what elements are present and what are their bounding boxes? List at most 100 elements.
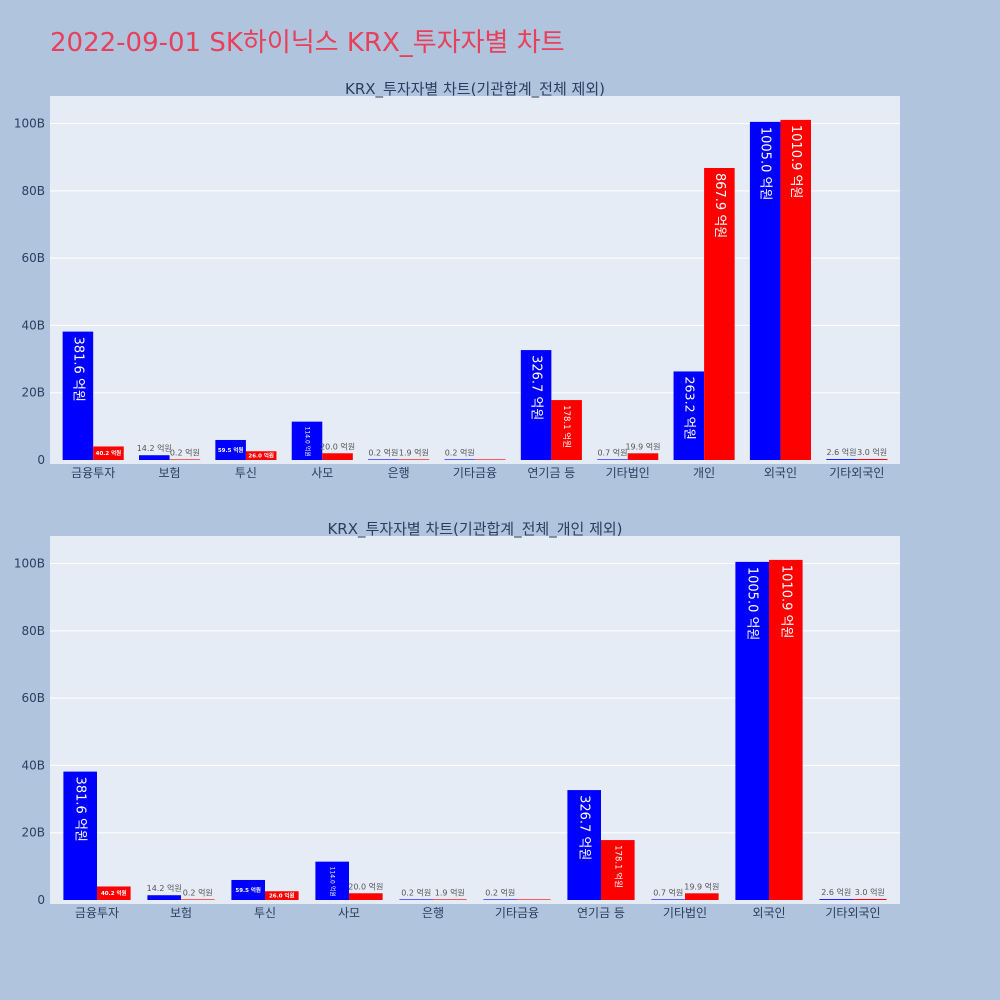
data-label: 1.9 억원 — [435, 887, 465, 897]
bar — [399, 899, 433, 900]
x-tick-label: 기타법인 — [606, 466, 650, 480]
data-label: 114.0 억원 — [329, 867, 337, 897]
data-label: 14.2 억원 — [137, 443, 172, 453]
bar — [769, 559, 803, 900]
bar — [349, 893, 383, 900]
y-tick-label: 40B — [21, 318, 45, 332]
data-label: 14.2 억원 — [147, 883, 182, 893]
data-label: 59.5 억원 — [218, 446, 244, 454]
data-label: 1005.0 억원 — [745, 567, 760, 641]
bar — [433, 899, 467, 900]
x-tick-label: 사모 — [311, 466, 333, 480]
bar — [215, 439, 246, 460]
data-label: 263.2 억원 — [682, 376, 697, 439]
chart-title: KRX_투자자별 차트(기관합계_전체 제외) — [345, 80, 605, 99]
x-tick-label: 은행 — [388, 465, 410, 480]
bar — [520, 350, 552, 460]
bar — [265, 891, 299, 900]
data-label: 19.9 억원 — [684, 881, 719, 891]
bar — [63, 771, 97, 900]
chart-1: 0 20B 40B 60B 80B 100B KRX_투자자별 차트(기관합계_전체 제외)… — [14, 80, 900, 480]
bar — [673, 371, 705, 460]
data-label: 1.9 억원 — [399, 447, 429, 457]
chart-title: KRX_투자자별 차트(기관합계_전체_개인 제외) — [327, 520, 622, 539]
x-tick-label: 보험 — [158, 466, 180, 480]
bar — [601, 840, 635, 900]
bar — [139, 455, 170, 460]
data-label: 3.0 억원 — [857, 447, 887, 457]
y-tick-label: 60B — [21, 251, 45, 265]
bar — [704, 167, 735, 460]
bar — [627, 453, 659, 460]
x-tick-label: 기타법인 — [663, 906, 707, 920]
y-tick-label: 80B — [21, 624, 45, 638]
data-label: 40.2 억원 — [101, 889, 127, 897]
data-label: 26.0 억원 — [248, 452, 274, 460]
data-label: 0.2 억원 — [445, 447, 475, 457]
y-tick-label: 40B — [21, 758, 45, 772]
bar — [322, 453, 353, 460]
data-label: 26.0 억원 — [269, 892, 295, 900]
y-tick-label: 20B — [21, 826, 45, 840]
data-label: 2.6 억원 — [827, 447, 857, 457]
bar — [93, 446, 124, 460]
bar — [231, 879, 265, 900]
data-label: 178.1 억원 — [612, 845, 624, 888]
bar — [749, 121, 781, 461]
bar — [780, 119, 811, 461]
data-label: 2.6 억원 — [821, 887, 851, 897]
data-label: 20.0 억원 — [348, 881, 383, 891]
data-label: 114.0 억원 — [304, 427, 312, 457]
x-tick-label: 외국인 — [752, 906, 785, 920]
data-label: 1010.9 억원 — [778, 565, 793, 639]
y-tick-label: 100B — [14, 557, 45, 571]
data-label: 59.5 억원 — [235, 886, 261, 894]
bar — [856, 458, 888, 460]
y-tick-label: 100B — [14, 117, 45, 131]
x-tick-label: 기타금융 — [495, 906, 539, 920]
bar — [444, 459, 475, 460]
bar — [853, 898, 887, 900]
data-label: 1005.0 억원 — [758, 127, 773, 201]
x-tick-label: 투신 — [254, 906, 276, 920]
x-tick-label: 기타외국인 — [825, 906, 880, 920]
y-tick-label: 20B — [21, 386, 45, 400]
bar — [517, 899, 551, 900]
x-tick-label: 보험 — [170, 906, 192, 920]
x-tick-label: 투신 — [235, 466, 257, 480]
chart-2: 0 20B 40B 60B 80B 100B KRX_투자자별 차트(기관합계_전체_개인 … — [14, 520, 900, 920]
y-tick-label: 60B — [21, 691, 45, 705]
data-label: 1010.9 억원 — [788, 125, 803, 199]
data-label: 0.7 억원 — [597, 447, 627, 457]
bar — [475, 459, 506, 460]
bar — [315, 861, 349, 900]
data-label: 0.2 억원 — [485, 887, 515, 897]
data-label: 19.9 억원 — [625, 441, 660, 451]
bar — [62, 331, 94, 460]
bar — [245, 451, 277, 460]
bar — [819, 899, 853, 900]
bar — [97, 886, 131, 900]
bar — [483, 899, 517, 900]
data-label: 326.7 억원 — [577, 795, 592, 860]
x-tick-label: 기타금융 — [453, 466, 497, 480]
data-label: 3.0 억원 — [855, 887, 885, 897]
x-tick-label: 금융투자 — [71, 466, 115, 480]
y-tick-label: 0 — [37, 453, 45, 467]
x-tick-label: 사모 — [338, 906, 360, 920]
data-label: 20.0 억원 — [320, 441, 355, 451]
bar — [169, 459, 201, 460]
bar — [368, 459, 399, 460]
bar — [567, 790, 601, 900]
data-label: 867.9 억원 — [712, 173, 727, 238]
page-title: 2022-09-01 SK하이닉스 KRX_투자자별 차트 — [50, 28, 565, 58]
y-tick-label: 0 — [37, 893, 45, 907]
y-tick-label: 80B — [21, 184, 45, 198]
bar — [597, 459, 628, 460]
data-label: 0.2 억원 — [183, 887, 213, 897]
data-label: 0.2 억원 — [401, 887, 431, 897]
x-tick-label: 은행 — [422, 905, 444, 920]
bar — [147, 895, 181, 900]
x-tick-label: 기타외국인 — [829, 466, 884, 480]
